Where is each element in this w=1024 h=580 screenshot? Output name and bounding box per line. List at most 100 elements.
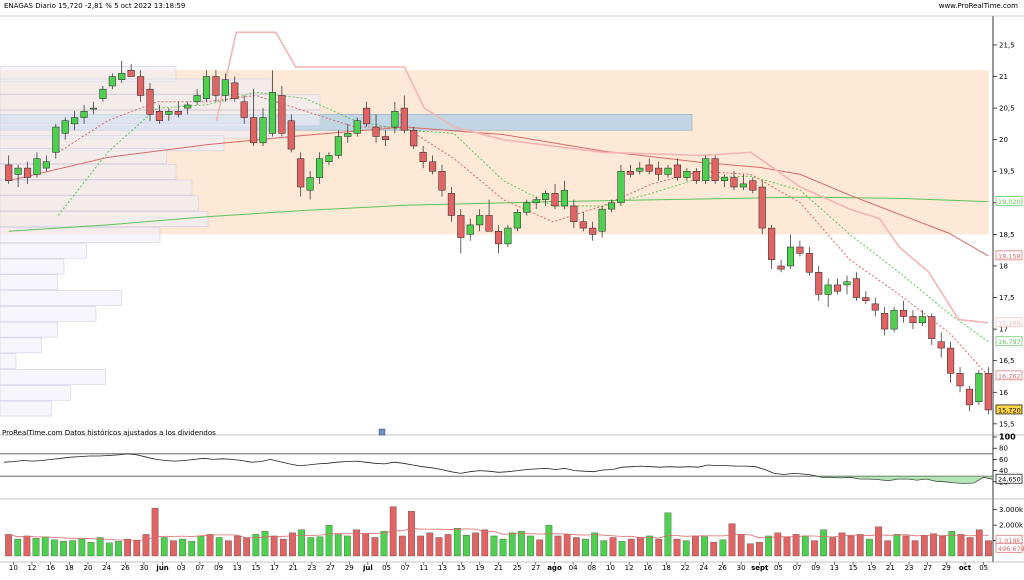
line-label-ma_green_dashed: 16,797	[998, 338, 1021, 346]
volume-bar	[911, 540, 919, 557]
osc-tick-label: 60	[999, 456, 1008, 464]
volume-bar	[646, 535, 653, 557]
x-tick-label: 13	[830, 564, 839, 572]
candle-up	[221, 79, 229, 96]
candle-up	[391, 111, 399, 128]
volume-bar	[151, 508, 159, 557]
volume-bar	[536, 539, 544, 557]
x-tick-label: 13	[233, 564, 242, 572]
candle-down	[899, 309, 908, 317]
volume-bar	[692, 535, 699, 557]
osc-tick-label: 40	[999, 467, 1008, 475]
candle-down	[278, 95, 286, 134]
candle-up	[532, 199, 540, 204]
volume-bar	[756, 541, 763, 557]
candle-up	[80, 111, 88, 118]
candle-up	[523, 202, 531, 213]
x-tick-label: 24	[699, 564, 708, 572]
volume-bar	[801, 535, 809, 557]
candle-up	[617, 170, 625, 204]
note-icon	[378, 428, 386, 436]
candle-up	[918, 316, 926, 324]
volume-profile-bar	[0, 211, 209, 227]
x-tick-label: 24	[102, 564, 111, 572]
volume-bar	[829, 537, 837, 557]
candle-down	[965, 388, 973, 406]
x-tick-label: 30	[139, 564, 148, 572]
volume-bar	[948, 531, 956, 557]
volume-profile-bar	[0, 78, 273, 95]
volume-bar	[325, 524, 333, 557]
volume-profile-bar	[0, 148, 167, 164]
volume-bar	[353, 529, 360, 557]
volume-bar	[746, 543, 754, 557]
x-tick-label: 15	[849, 564, 858, 572]
line-label-stop_line-box	[995, 317, 1023, 328]
volume-bar	[215, 537, 223, 557]
volume-bar	[5, 534, 12, 557]
volume-bar	[518, 531, 525, 557]
volume-bar	[701, 536, 708, 557]
candle-down	[758, 186, 766, 229]
candle-down	[174, 111, 182, 115]
candle-up	[268, 92, 276, 134]
candle-down	[730, 177, 738, 188]
volume-bar	[930, 533, 937, 557]
x-tick-label: 08	[587, 564, 596, 572]
volume-bar	[966, 537, 974, 557]
volume-bar	[673, 538, 681, 557]
candle-up	[683, 170, 691, 178]
volume-bar	[728, 523, 736, 557]
volume-bar	[105, 542, 113, 557]
x-tick-label: 05	[382, 564, 391, 572]
candle-up	[89, 107, 98, 110]
x-tick-label: 21	[494, 564, 503, 572]
line-label-ma_red_dashed-box	[995, 370, 1023, 381]
candle-down	[570, 205, 578, 223]
volume-bar	[362, 533, 370, 557]
candle-down	[250, 117, 258, 144]
x-tick-label: 23	[307, 564, 316, 572]
volume-ma-label: 1.019k	[998, 537, 1021, 545]
x-tick-label: 18	[65, 564, 74, 572]
x-tick-label: 07	[195, 564, 204, 572]
x-tick-label: 16	[46, 564, 55, 572]
osc-last-label: 24,650	[998, 476, 1021, 484]
candle-down	[871, 303, 879, 311]
candle-up	[344, 133, 352, 137]
volume-bar	[298, 529, 305, 557]
x-tick-label: 18	[662, 564, 671, 572]
candle-down	[777, 265, 785, 270]
volume-profile-bar	[0, 353, 17, 369]
volume-profile-bar	[0, 94, 321, 111]
x-tick-label: jul	[362, 564, 373, 572]
candle-up	[306, 177, 314, 191]
candle-up	[843, 281, 851, 286]
candle-up	[52, 126, 60, 153]
price-tick-label: 20	[999, 136, 1008, 144]
price-tick-label: 21	[999, 73, 1008, 81]
line-label-ma_green_solid: 19,020	[998, 198, 1021, 206]
x-tick-label: 27	[326, 564, 335, 572]
candle-down	[645, 164, 653, 172]
price-tick-label: 17,5	[999, 294, 1015, 302]
x-tick-label: 12	[28, 564, 37, 572]
candle-down	[419, 152, 427, 163]
volume-bar	[609, 537, 617, 557]
volume-bar	[32, 538, 40, 557]
volume-bar	[170, 540, 177, 557]
candle-up	[721, 177, 729, 181]
candle-down	[862, 297, 870, 301]
x-tick-label: 21	[289, 564, 298, 572]
candle-down	[447, 193, 455, 216]
candle-down	[381, 136, 390, 140]
volume-bar	[856, 534, 864, 557]
candle-up	[504, 227, 512, 245]
vol-tick-label: 2.000k	[999, 522, 1024, 530]
x-tick-label: 03	[177, 564, 186, 572]
candle-up	[61, 120, 69, 134]
volume-bar	[985, 540, 992, 557]
candle-up	[118, 73, 126, 80]
volume-bar	[124, 538, 131, 557]
volume-bar	[710, 541, 718, 557]
